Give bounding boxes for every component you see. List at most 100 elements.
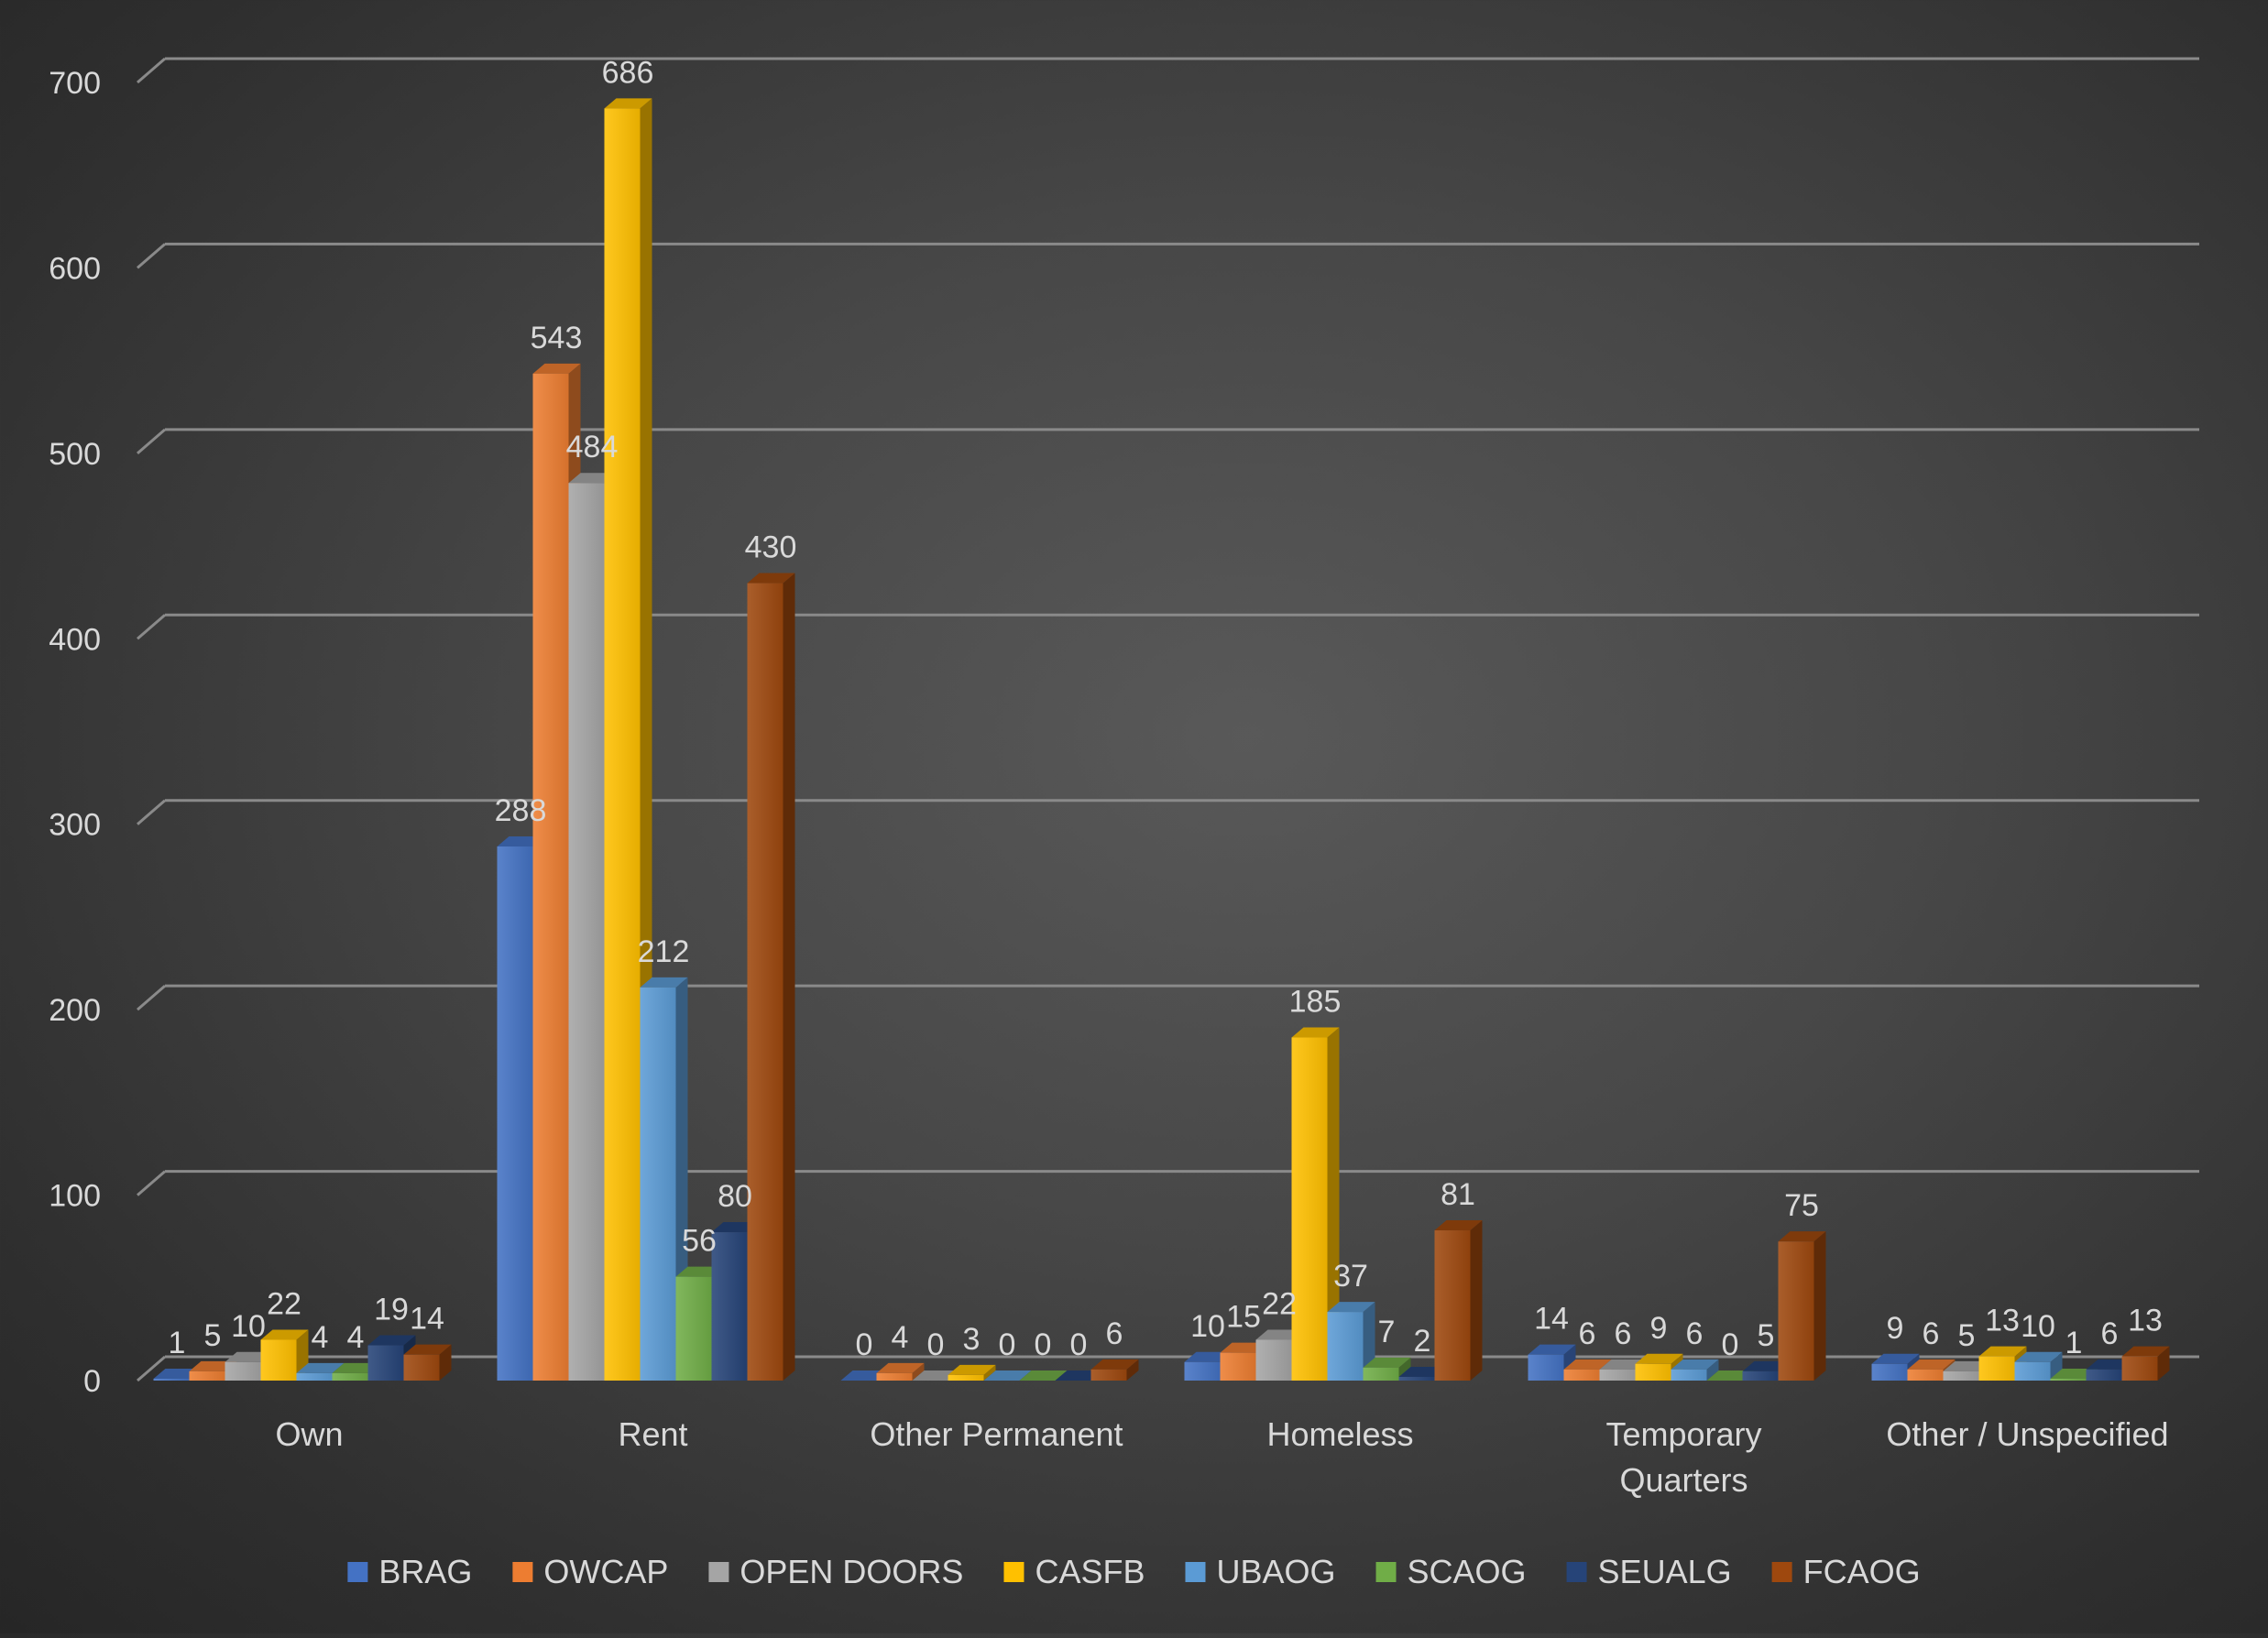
bar: [1978, 1356, 2015, 1381]
bar: [1528, 1354, 1564, 1381]
bar-side: [1470, 1220, 1483, 1381]
bar: [2050, 1378, 2087, 1381]
bar: [604, 108, 641, 1381]
bar: [1090, 1369, 1127, 1381]
data-label: 430: [745, 530, 797, 565]
data-label: 14: [1534, 1302, 1569, 1337]
legend-label: SCAOG: [1408, 1553, 1527, 1590]
legend-swatch: [1375, 1562, 1397, 1582]
legend-swatch: [347, 1562, 368, 1582]
legend: BRAG OWCAP OPEN DOORS CASFB UBAOG SCAOG SEUALG…: [347, 1553, 1921, 1590]
y-tick-label: 0: [83, 1364, 101, 1399]
bar-side: [1126, 1359, 1139, 1381]
bar-top: [747, 573, 795, 584]
bar: [948, 1374, 984, 1381]
data-label: 0: [927, 1327, 945, 1362]
data-label: 22: [267, 1286, 301, 1321]
bar-top: [296, 1362, 345, 1373]
gridline-depth: [137, 985, 166, 1011]
legend-swatch: [708, 1562, 729, 1582]
data-label: 2: [1414, 1324, 1431, 1359]
y-tick-label: 300: [49, 808, 101, 843]
bar-top: [1327, 1302, 1375, 1313]
data-label: 1: [169, 1326, 186, 1360]
legend-item: UBAOG: [1185, 1553, 1336, 1590]
bar: [497, 846, 533, 1381]
data-label: 0: [1722, 1327, 1739, 1362]
category-label: Other Permanent: [870, 1415, 1123, 1453]
bar-top: [532, 363, 581, 374]
bar: [153, 1378, 190, 1381]
data-label: 0: [1070, 1327, 1088, 1362]
data-label: 6: [1579, 1316, 1596, 1351]
y-tick-label: 700: [49, 66, 101, 101]
bar: [2014, 1361, 2051, 1381]
bar-side: [2050, 1351, 2063, 1381]
y-tick-label: 400: [49, 622, 101, 657]
gridline-depth: [137, 428, 166, 454]
legend-label: BRAG: [378, 1553, 472, 1590]
data-label: 0: [856, 1327, 873, 1362]
data-label: 7: [1378, 1315, 1396, 1349]
bar-top: [2014, 1351, 2063, 1362]
data-label: 75: [1784, 1188, 1819, 1223]
legend-label: OWCAP: [543, 1553, 668, 1590]
data-label: 484: [566, 430, 619, 464]
gridline-depth: [137, 1355, 166, 1382]
bar-top: [260, 1329, 309, 1340]
data-label: 5: [204, 1318, 222, 1353]
x-axis: Own Rent Other Permanent Homeless Temporary Q…: [275, 1415, 2168, 1499]
legend-item: SEUALG: [1566, 1553, 1732, 1590]
bar: [1220, 1352, 1256, 1381]
bar-top: [1563, 1359, 1612, 1370]
bar-top: [876, 1362, 925, 1373]
data-label: 9: [1650, 1311, 1668, 1346]
bar-top: [367, 1335, 416, 1346]
y-axis: 0 100 200 300 400 500 600 700: [49, 66, 101, 1399]
legend-swatch: [1771, 1562, 1792, 1582]
legend-label: CASFB: [1035, 1553, 1145, 1590]
y-tick-label: 600: [49, 251, 101, 286]
bar: [2121, 1356, 2158, 1381]
bar: [1327, 1312, 1364, 1381]
bar-top: [1291, 1027, 1340, 1038]
data-label: 0: [999, 1327, 1016, 1362]
bar: [640, 987, 676, 1381]
legend-label: SEUALG: [1598, 1553, 1732, 1590]
data-label: 212: [638, 934, 690, 969]
data-label: 56: [682, 1224, 717, 1259]
bar: [1599, 1369, 1636, 1381]
data-label: 185: [1289, 985, 1342, 1020]
bar-side: [912, 1362, 925, 1381]
data-label: 6: [1923, 1316, 1940, 1351]
bar-side: [783, 573, 795, 1381]
gridline-depth: [137, 1170, 166, 1196]
bar: [2086, 1369, 2122, 1381]
legend-item: OPEN DOORS: [708, 1553, 963, 1590]
bar: [260, 1339, 297, 1381]
bar: [1184, 1361, 1221, 1381]
legend-item: FCAOG: [1771, 1553, 1921, 1590]
gridline-depth: [137, 57, 166, 84]
data-label: 80: [718, 1179, 752, 1214]
bar: [1943, 1370, 1979, 1381]
bar: [1363, 1367, 1399, 1381]
data-label: 37: [1333, 1259, 1368, 1294]
bar-top: [1528, 1344, 1576, 1355]
legend-item: BRAG: [347, 1553, 472, 1590]
legend-label: UBAOG: [1216, 1553, 1335, 1590]
data-label: 22: [1262, 1286, 1297, 1321]
data-label: 4: [312, 1320, 329, 1355]
data-label: 5: [1958, 1318, 1976, 1353]
bar-top: [604, 98, 652, 109]
bar-side: [439, 1344, 452, 1381]
data-label: 1: [2065, 1326, 2083, 1360]
bar: [1671, 1369, 1707, 1381]
data-label: 5: [1758, 1318, 1775, 1353]
data-label: 686: [602, 55, 654, 90]
bar: [568, 483, 605, 1381]
bar: [1255, 1339, 1292, 1381]
bar-top: [1019, 1370, 1068, 1381]
bar: [1742, 1370, 1779, 1381]
